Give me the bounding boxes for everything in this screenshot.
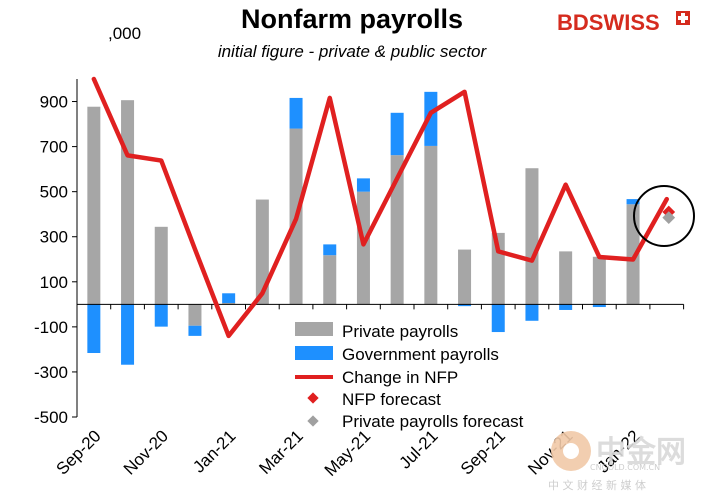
bar-private-Sep-20 xyxy=(87,106,101,305)
legend-label-government: Government payrolls xyxy=(342,345,499,364)
bar-private-Jul-21 xyxy=(424,145,438,305)
chart-title: Nonfarm payrolls xyxy=(241,4,463,34)
bar-private-Apr-21 xyxy=(323,255,337,305)
bar-private-Feb-21 xyxy=(255,199,269,305)
legend-label-private-forecast: Private payrolls forecast xyxy=(342,412,524,431)
chart-subtitle: initial figure - private & public sector xyxy=(218,42,488,61)
legend-label-private: Private payrolls xyxy=(342,322,458,341)
bar-government-Nov-21 xyxy=(559,304,573,310)
unit-label: ,000 xyxy=(108,24,141,43)
legend-label-nfp-forecast: NFP forecast xyxy=(342,390,441,409)
bar-government-Nov-20 xyxy=(154,304,168,327)
y-tick-label: 700 xyxy=(40,138,68,157)
y-tick-label: 100 xyxy=(40,273,68,292)
forecast-highlight-circle xyxy=(633,185,695,247)
y-tick-label: 300 xyxy=(40,228,68,247)
bar-government-Dec-20 xyxy=(188,325,202,336)
legend: Private payrolls Government payrolls Cha… xyxy=(295,322,524,431)
bar-private-Dec-21 xyxy=(592,256,606,305)
watermark-big-text: 中金网 xyxy=(596,435,686,470)
bar-government-Aug-21 xyxy=(458,304,472,307)
bar-government-Jan-21 xyxy=(222,293,236,303)
bar-government-Mar-21 xyxy=(289,97,303,129)
legend-swatch-private xyxy=(295,322,333,336)
bar-private-Aug-21 xyxy=(458,249,472,305)
bar-private-Oct-21 xyxy=(525,168,539,305)
bar-private-Oct-20 xyxy=(121,100,135,305)
bar-government-Jun-21 xyxy=(390,112,404,156)
y-tick-label: 500 xyxy=(40,183,68,202)
bar-government-Oct-20 xyxy=(121,304,135,365)
bar-private-Dec-20 xyxy=(188,304,202,326)
watermark-url-text: CNGOLD.COM.CN xyxy=(590,463,660,472)
bar-government-Jul-21 xyxy=(424,91,438,146)
line-change-in-nfp xyxy=(91,76,669,339)
bar-government-Dec-21 xyxy=(592,304,606,308)
bar-government-Apr-21 xyxy=(323,244,337,256)
bar-government-Sep-21 xyxy=(491,304,505,333)
bar-private-Jan-21 xyxy=(222,302,236,305)
watermark: 中金网 CNGOLD.COM.CN 中 文 财 经 新 媒 体 xyxy=(548,431,686,492)
bar-private-May-21 xyxy=(356,191,370,305)
brand-logo: BDSWISS xyxy=(557,10,690,35)
watermark-small-text: 中 文 财 经 新 媒 体 xyxy=(548,478,646,492)
bar-government-May-21 xyxy=(356,178,370,192)
y-tick-label: -500 xyxy=(34,408,68,427)
legend-swatch-government xyxy=(295,346,333,360)
bar-private-Nov-21 xyxy=(559,251,573,305)
legend-swatch-nfp-forecast xyxy=(307,392,319,404)
bar-government-Oct-21 xyxy=(525,304,539,321)
brand-logo-text: BDSWISS xyxy=(557,10,660,35)
line-layer xyxy=(91,76,669,339)
y-tick-label: -100 xyxy=(34,318,68,337)
bar-private-Nov-20 xyxy=(154,226,168,305)
y-tick-label: 900 xyxy=(40,93,68,112)
legend-swatch-private-forecast xyxy=(307,415,319,427)
bar-government-Jan-22 xyxy=(626,199,640,205)
legend-label-nfp: Change in NFP xyxy=(342,368,458,387)
bar-government-Sep-20 xyxy=(87,304,101,354)
bar-private-Jun-21 xyxy=(390,155,404,305)
y-tick-label: -300 xyxy=(34,363,68,382)
